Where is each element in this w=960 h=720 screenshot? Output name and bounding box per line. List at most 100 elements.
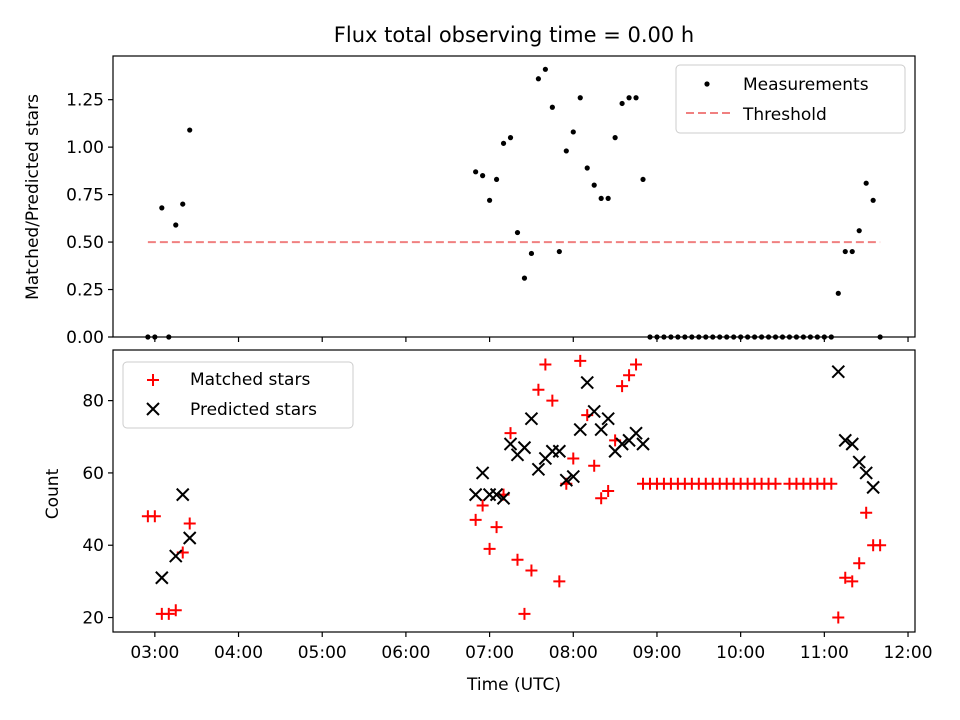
- matched-star-point: [490, 521, 503, 534]
- matched-star-point: [832, 611, 845, 624]
- measurement-point: [577, 95, 583, 101]
- ytick-label: 60: [82, 464, 104, 484]
- predicted-star-point: [169, 549, 183, 563]
- predicted-star-point: [566, 469, 580, 484]
- legend-measurements-label: Measurements: [743, 75, 869, 95]
- predicted-star-point: [601, 411, 615, 426]
- predicted-star-point: [468, 487, 483, 502]
- predicted-star-point: [859, 466, 873, 480]
- measurement-point: [626, 95, 632, 101]
- measurement-point: [159, 205, 165, 211]
- legend-predicted-label: Predicted stars: [190, 400, 317, 420]
- matched-star-point: [825, 477, 838, 490]
- measurement-point: [835, 290, 841, 296]
- xtick-label: 10:00: [716, 643, 765, 663]
- ytick-label: 0.00: [66, 328, 104, 348]
- legend-predicted-marker: [146, 402, 160, 416]
- bottom-legend: Matched stars Predicted stars: [122, 361, 354, 429]
- ytick-label: 1.25: [66, 91, 104, 111]
- top-title: Flux total observing time = 0.00 h: [334, 23, 694, 47]
- matched-star-point: [532, 383, 545, 396]
- matched-star-point: [839, 571, 852, 584]
- legend-measurements-marker: [704, 81, 710, 87]
- measurement-point: [856, 228, 862, 234]
- predicted-star-point: [838, 433, 852, 448]
- matched-star-point: [504, 427, 517, 440]
- matched-star-point: [148, 510, 161, 523]
- bottom-legend-box: [122, 361, 354, 429]
- measurement-point: [605, 195, 611, 201]
- measurement-point: [514, 229, 521, 236]
- predicted-star-point: [587, 404, 601, 419]
- matched-star-point: [469, 513, 482, 526]
- bottom-ylabel: Count: [43, 468, 63, 519]
- measurement-point: [173, 222, 179, 228]
- measurement-point: [535, 76, 542, 82]
- measurement-point: [528, 250, 535, 257]
- matched-star-point: [546, 394, 559, 407]
- top-legend: Measurements Threshold: [675, 64, 906, 134]
- top-ylabel: Matched/Predicted stars: [23, 94, 43, 300]
- predicted-star-point: [489, 487, 504, 502]
- predicted-star-point: [573, 422, 587, 437]
- top-panel: Flux total observing time = 0.00 h Match…: [23, 23, 916, 348]
- measurement-point: [507, 135, 514, 141]
- measurement-point: [500, 140, 507, 146]
- xtick-label: 09:00: [632, 643, 681, 663]
- measurement-point: [619, 100, 625, 107]
- xtick-label: 04:00: [214, 643, 263, 663]
- xtick-label: 11:00: [800, 643, 849, 663]
- matched-star-point: [511, 553, 524, 566]
- matched-star-point: [483, 542, 496, 555]
- predicted-star-point: [615, 437, 629, 451]
- measurement-point: [556, 248, 562, 255]
- xtick-label: 07:00: [465, 643, 514, 663]
- measurement-point: [849, 248, 855, 255]
- predicted-star-point: [559, 473, 574, 487]
- predicted-star-point: [531, 462, 546, 477]
- measurement-point: [612, 135, 618, 141]
- predicted-star-point: [831, 364, 845, 379]
- matched-star-point: [539, 358, 552, 371]
- predicted-star-point: [475, 466, 490, 480]
- ytick-label: 0.75: [66, 186, 104, 206]
- matched-star-point: [588, 459, 601, 472]
- measurement-point: [521, 275, 528, 281]
- matched-star-point: [846, 575, 859, 588]
- xtick-label: 08:00: [549, 643, 598, 663]
- measurement-point: [180, 201, 186, 207]
- predicted-star-point: [866, 480, 880, 495]
- matched-star-point: [567, 452, 580, 465]
- legend-matched-label: Matched stars: [190, 370, 310, 390]
- matched-star-point: [518, 607, 531, 620]
- matched-star-point: [476, 499, 489, 512]
- ytick-label: 0.50: [66, 233, 104, 253]
- predicted-star-point: [852, 455, 866, 469]
- predicted-star-point: [517, 440, 532, 455]
- measurement-point: [863, 180, 869, 186]
- measurement-point: [187, 127, 193, 133]
- xtick-label: 03:00: [130, 643, 179, 663]
- measurement-point: [549, 104, 555, 110]
- matched-star-point: [525, 564, 538, 577]
- matched-star-point: [574, 354, 587, 367]
- measurement-point: [870, 197, 876, 203]
- ytick-label: 20: [82, 609, 104, 629]
- ytick-label: 40: [82, 536, 104, 556]
- matched-star-point: [630, 358, 643, 371]
- bottom-panel: Count Time (UTC) 20 40 60 80 03:00 04:00 05:00…: [43, 349, 933, 695]
- matched-star-point: [169, 604, 182, 617]
- top-legend-box: [675, 64, 906, 134]
- measurement-point: [633, 95, 639, 101]
- legend-matched-marker: [147, 374, 159, 386]
- predicted-star-point: [845, 437, 859, 451]
- matched-star-point: [553, 575, 566, 588]
- matched-star-point: [623, 369, 636, 382]
- top-plot-frame: [112, 55, 916, 338]
- matched-star-point: [769, 477, 782, 490]
- predicted-star-point: [552, 444, 567, 458]
- matched-star-point: [853, 557, 866, 570]
- predicted-star-point: [629, 426, 643, 440]
- predicted-star-point: [496, 491, 511, 505]
